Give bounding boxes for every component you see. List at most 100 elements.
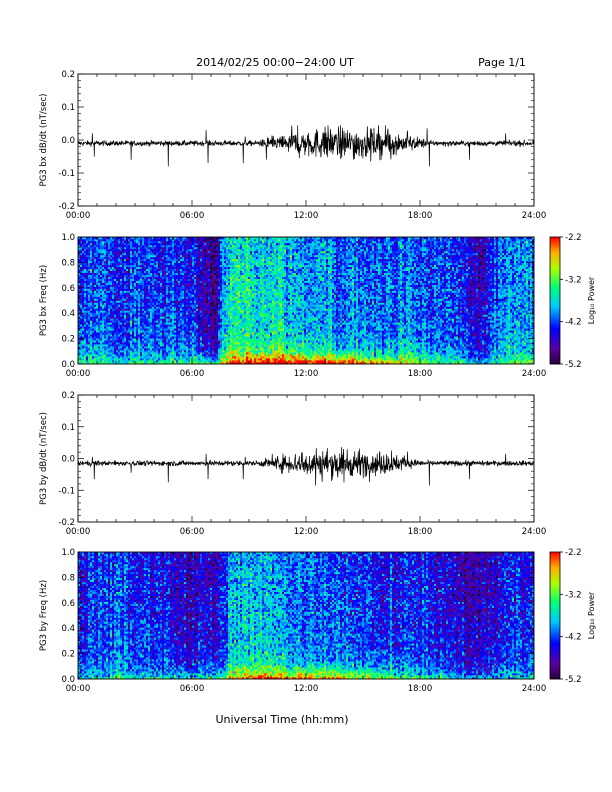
spectrogram-cell — [178, 265, 180, 267]
spectrogram-cell — [88, 308, 90, 310]
spectrogram-cell — [154, 302, 156, 304]
spectrogram-cell — [100, 312, 102, 314]
spectrogram-cell — [178, 299, 180, 301]
spectrogram-cell — [190, 350, 192, 352]
spectrogram-cell — [198, 249, 200, 251]
spectrogram-cell — [164, 249, 166, 251]
spectrogram-cell — [154, 324, 156, 326]
spectrogram-cell — [218, 239, 220, 241]
spectrogram-cell — [162, 247, 164, 249]
spectrogram-cell — [96, 265, 98, 267]
spectrogram-cell — [118, 299, 120, 301]
spectrogram-cell — [88, 247, 90, 249]
spectrogram-cell — [106, 342, 108, 344]
spectrogram-cell — [124, 314, 126, 316]
spectrogram-cell — [142, 312, 144, 314]
spectrogram-cell — [198, 295, 200, 297]
spectrogram-cell — [190, 324, 192, 326]
spectrogram-cell — [194, 277, 196, 279]
spectrogram-cell — [190, 245, 192, 247]
spectrogram-cell — [126, 277, 128, 279]
spectrogram-cell — [126, 241, 128, 243]
spectrogram-cell — [184, 324, 186, 326]
spectrogram-cell — [166, 352, 168, 354]
spectrogram-cell — [144, 283, 146, 285]
spectrogram-cell — [104, 328, 106, 330]
spectrogram-cell — [218, 344, 220, 346]
spectrogram-cell — [118, 283, 120, 285]
spectrogram-cell — [160, 287, 162, 289]
spectrogram-cell — [124, 328, 126, 330]
spectrogram-cell — [92, 267, 94, 269]
spectrogram-cell — [142, 259, 144, 261]
spectrogram-cell — [228, 310, 230, 312]
spectrogram-cell — [132, 299, 134, 301]
spectrogram-cell — [146, 312, 148, 314]
spectrogram-cell — [154, 322, 156, 324]
spectrogram-cell — [212, 324, 214, 326]
spectrogram-cell — [96, 318, 98, 320]
spectrogram-cell — [92, 354, 94, 356]
spectrogram-cell — [90, 302, 92, 304]
spectrogram-cell — [194, 318, 196, 320]
spectrogram-cell — [104, 350, 106, 352]
spectrogram-cell — [142, 336, 144, 338]
spectrogram-cell — [184, 302, 186, 304]
spectrogram-cell — [158, 295, 160, 297]
spectrogram-cell — [116, 285, 118, 287]
spectrogram-cell — [196, 310, 198, 312]
spectrogram-cell — [98, 358, 100, 360]
spectrogram-cell — [186, 342, 188, 344]
spectrogram-cell — [182, 324, 184, 326]
spectrogram-cell — [202, 360, 204, 362]
spectrogram-cell — [126, 318, 128, 320]
spectrogram-cell — [108, 271, 110, 273]
spectrogram-cell — [158, 271, 160, 273]
spectrogram-cell — [96, 306, 98, 308]
spectrogram-cell — [220, 257, 222, 259]
spectrogram-cell — [150, 336, 152, 338]
y-tick-label: 0.2 — [61, 70, 75, 80]
spectrogram-cell — [86, 293, 88, 295]
spectrogram-cell — [94, 334, 96, 336]
spectrogram-cell — [144, 277, 146, 279]
spectrogram-cell — [222, 354, 224, 356]
spectrogram-cell — [176, 348, 178, 350]
spectrogram-cell — [148, 291, 150, 293]
spectrogram-cell — [200, 308, 202, 310]
spectrogram-cell — [160, 271, 162, 273]
spectrogram-cell — [116, 257, 118, 259]
spectrogram-cell — [166, 283, 168, 285]
spectrogram-cell — [192, 336, 194, 338]
spectrogram-cell — [180, 263, 182, 265]
spectrogram-cell — [106, 350, 108, 352]
spectrogram-cell — [128, 356, 130, 358]
spectrogram-cell — [92, 342, 94, 344]
spectrogram-cell — [164, 358, 166, 360]
spectrogram-cell — [90, 304, 92, 306]
spectrogram-cell — [198, 348, 200, 350]
spectrogram-cell — [98, 340, 100, 342]
spectrogram-cell — [92, 301, 94, 303]
spectrogram-cell — [164, 336, 166, 338]
spectrogram-cell — [154, 301, 156, 303]
spectrogram-cell — [114, 344, 116, 346]
spectrogram-cell — [80, 308, 82, 310]
spectrogram-cell — [174, 295, 176, 297]
spectrogram-cell — [82, 332, 84, 334]
spectrogram-cell — [134, 245, 136, 247]
spectrogram-cell — [194, 346, 196, 348]
spectrogram-cell — [134, 356, 136, 358]
spectrogram-cell — [152, 322, 154, 324]
spectrogram-cell — [208, 352, 210, 354]
spectrogram-cell — [90, 245, 92, 247]
spectrogram-cell — [100, 259, 102, 261]
spectrogram-cell — [108, 255, 110, 257]
spectrogram-cell — [108, 340, 110, 342]
spectrogram-cell — [170, 241, 172, 243]
spectrogram-cell — [204, 350, 206, 352]
spectrogram-cell — [178, 314, 180, 316]
spectrogram-cell — [120, 356, 122, 358]
spectrogram-cell — [144, 261, 146, 263]
spectrogram-cell — [134, 306, 136, 308]
